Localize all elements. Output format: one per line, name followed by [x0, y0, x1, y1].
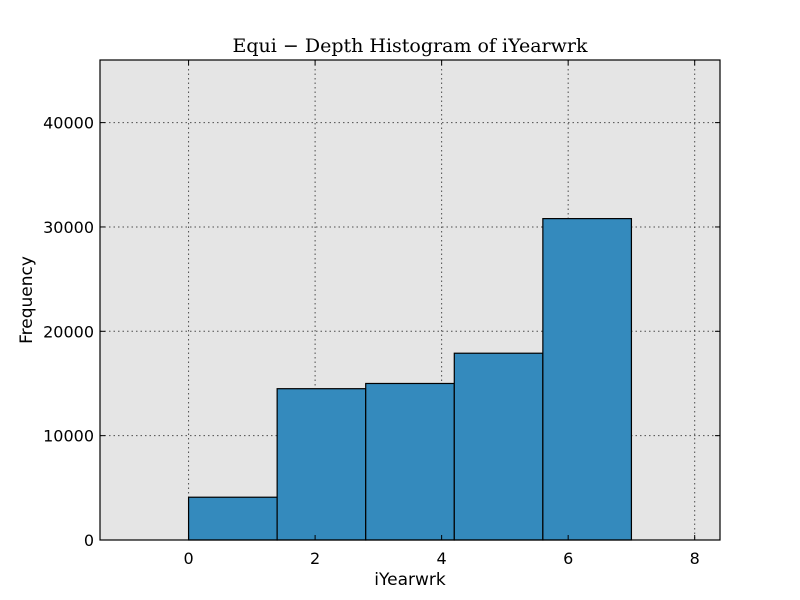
histogram-bar	[453, 352, 544, 541]
histogram-bar	[187, 496, 278, 541]
plot-frame	[99, 59, 721, 541]
x-tick-label: 6	[563, 549, 573, 568]
y-axis-label: Frequency	[17, 256, 37, 344]
x-tick-label: 0	[183, 549, 193, 568]
ticks: 0 2 4 6 8 0 10000 20000 30000 40000	[43, 60, 720, 568]
y-tick-label: 30000	[43, 218, 94, 237]
chart-title: Equi − Depth Histogram of iYearwrk	[233, 35, 588, 57]
y-tick-label: 0	[84, 531, 94, 550]
histogram-bar	[276, 388, 367, 541]
histogram-bar	[542, 218, 633, 541]
histogram-bar	[365, 382, 455, 541]
y-tick-label: 10000	[43, 427, 94, 446]
x-tick-label: 4	[437, 549, 447, 568]
bars	[187, 218, 633, 541]
x-tick-label: 8	[690, 549, 700, 568]
y-tick-label: 40000	[43, 114, 94, 133]
x-tick-label: 2	[310, 549, 320, 568]
y-tick-label: 20000	[43, 322, 94, 341]
x-axis-label: iYearwrk	[374, 570, 446, 590]
